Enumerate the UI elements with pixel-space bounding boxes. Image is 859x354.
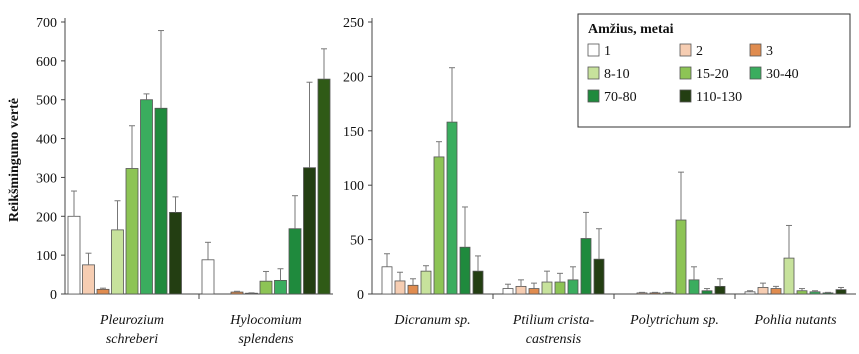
bar: [649, 292, 661, 295]
category-label: Ptilium crista-: [512, 313, 595, 328]
bar: [407, 284, 419, 295]
y-tick-label: 250: [343, 16, 364, 31]
bar: [783, 257, 795, 295]
legend-label: 70-80: [604, 90, 637, 105]
bar: [111, 229, 124, 295]
y-tick-label: 150: [343, 125, 364, 140]
legend-box: [577, 13, 851, 128]
category-label: Pleurozium: [99, 313, 164, 328]
y-tick-label: 700: [36, 16, 57, 31]
bar: [259, 280, 273, 295]
bar: [662, 292, 674, 295]
bar: [154, 107, 168, 295]
y-tick-label: 100: [36, 249, 57, 264]
category-label: Dicranum sp.: [393, 313, 470, 328]
bar: [433, 156, 445, 295]
y-tick-label: 200: [343, 70, 364, 85]
bar: [714, 285, 726, 295]
legend-swatch: [679, 43, 692, 57]
y-tick-label: 200: [36, 210, 57, 225]
y-tick-label: 300: [36, 171, 57, 186]
bar: [303, 167, 316, 295]
y-axis-label: Reikšmingumo vertė: [7, 98, 22, 222]
bar: [580, 238, 592, 295]
bar: [288, 228, 302, 295]
bar: [201, 259, 215, 295]
legend-swatch: [587, 66, 600, 80]
category-label: splendens: [238, 332, 294, 347]
legend-swatch: [679, 66, 692, 80]
bar: [744, 291, 756, 295]
legend-swatch: [587, 43, 600, 57]
legend: Amžius, metai 1 2 3 8-10 15-20 30-40 70-80 110-…: [577, 13, 851, 128]
bar: [446, 121, 458, 295]
bar: [541, 281, 553, 295]
bar: [675, 219, 687, 295]
category-label: schreberi: [106, 332, 158, 347]
bar: [82, 264, 95, 295]
right-panel: 0 50 100 150 200 250 Dicranum sp. Ptilium crist…: [343, 16, 856, 347]
legend-swatch: [587, 89, 600, 103]
bar: [822, 292, 834, 295]
bar: [688, 279, 700, 295]
bar: [567, 279, 579, 295]
bar: [317, 78, 331, 295]
bar: [809, 291, 821, 295]
y-tick-label: 0: [50, 288, 57, 303]
category-label: Pohlia nutants: [753, 313, 837, 328]
legend-label: 2: [696, 44, 703, 59]
bar: [554, 281, 566, 295]
legend-swatch: [749, 66, 762, 80]
category-label: Polytrichum sp.: [629, 313, 719, 328]
category-label: castrensis: [526, 332, 582, 347]
legend-items: 1 2 3 8-10 15-20 30-40 70-80 110-130: [587, 43, 799, 105]
legend-label: 110-130: [696, 90, 742, 105]
bar: [796, 290, 808, 295]
legend-label: 30-40: [766, 67, 799, 82]
bar: [593, 258, 605, 295]
bar: [274, 279, 287, 295]
bar: [528, 288, 540, 295]
bar: [701, 290, 713, 295]
bar: [770, 288, 782, 295]
bar: [636, 292, 648, 295]
legend-swatch: [679, 89, 692, 103]
bar: [230, 291, 244, 295]
bar: [67, 215, 81, 295]
bar: [757, 287, 769, 295]
category-label: Hylocomium: [229, 313, 302, 328]
legend-label: 1: [604, 44, 611, 59]
bar: [420, 270, 432, 295]
y-tick-label: 0: [357, 288, 364, 303]
legend-label: 8-10: [604, 67, 630, 82]
bar: [96, 288, 110, 295]
y-tick-label: 600: [36, 55, 57, 70]
bar: [394, 280, 406, 295]
bar: [245, 292, 258, 295]
bar: [459, 246, 471, 295]
y-tick-label: 500: [36, 94, 57, 109]
y-tick-label: 100: [343, 179, 364, 194]
bar: [125, 168, 139, 295]
bar: [502, 288, 514, 295]
y-tick-label: 50: [350, 234, 364, 249]
legend-label: 15-20: [696, 67, 729, 82]
legend-label: 3: [766, 44, 773, 59]
bar: [140, 99, 153, 295]
bar: [381, 266, 393, 295]
legend-swatch: [749, 43, 762, 57]
bar: [515, 285, 527, 295]
bar: [835, 289, 847, 295]
bar: [169, 211, 182, 295]
y-tick-label: 400: [36, 133, 57, 148]
bar: [472, 270, 484, 295]
left-panel: 0 100 200 300 400 500 600 700 Pleurozium schreber…: [36, 16, 333, 347]
legend-title: Amžius, metai: [588, 22, 674, 37]
